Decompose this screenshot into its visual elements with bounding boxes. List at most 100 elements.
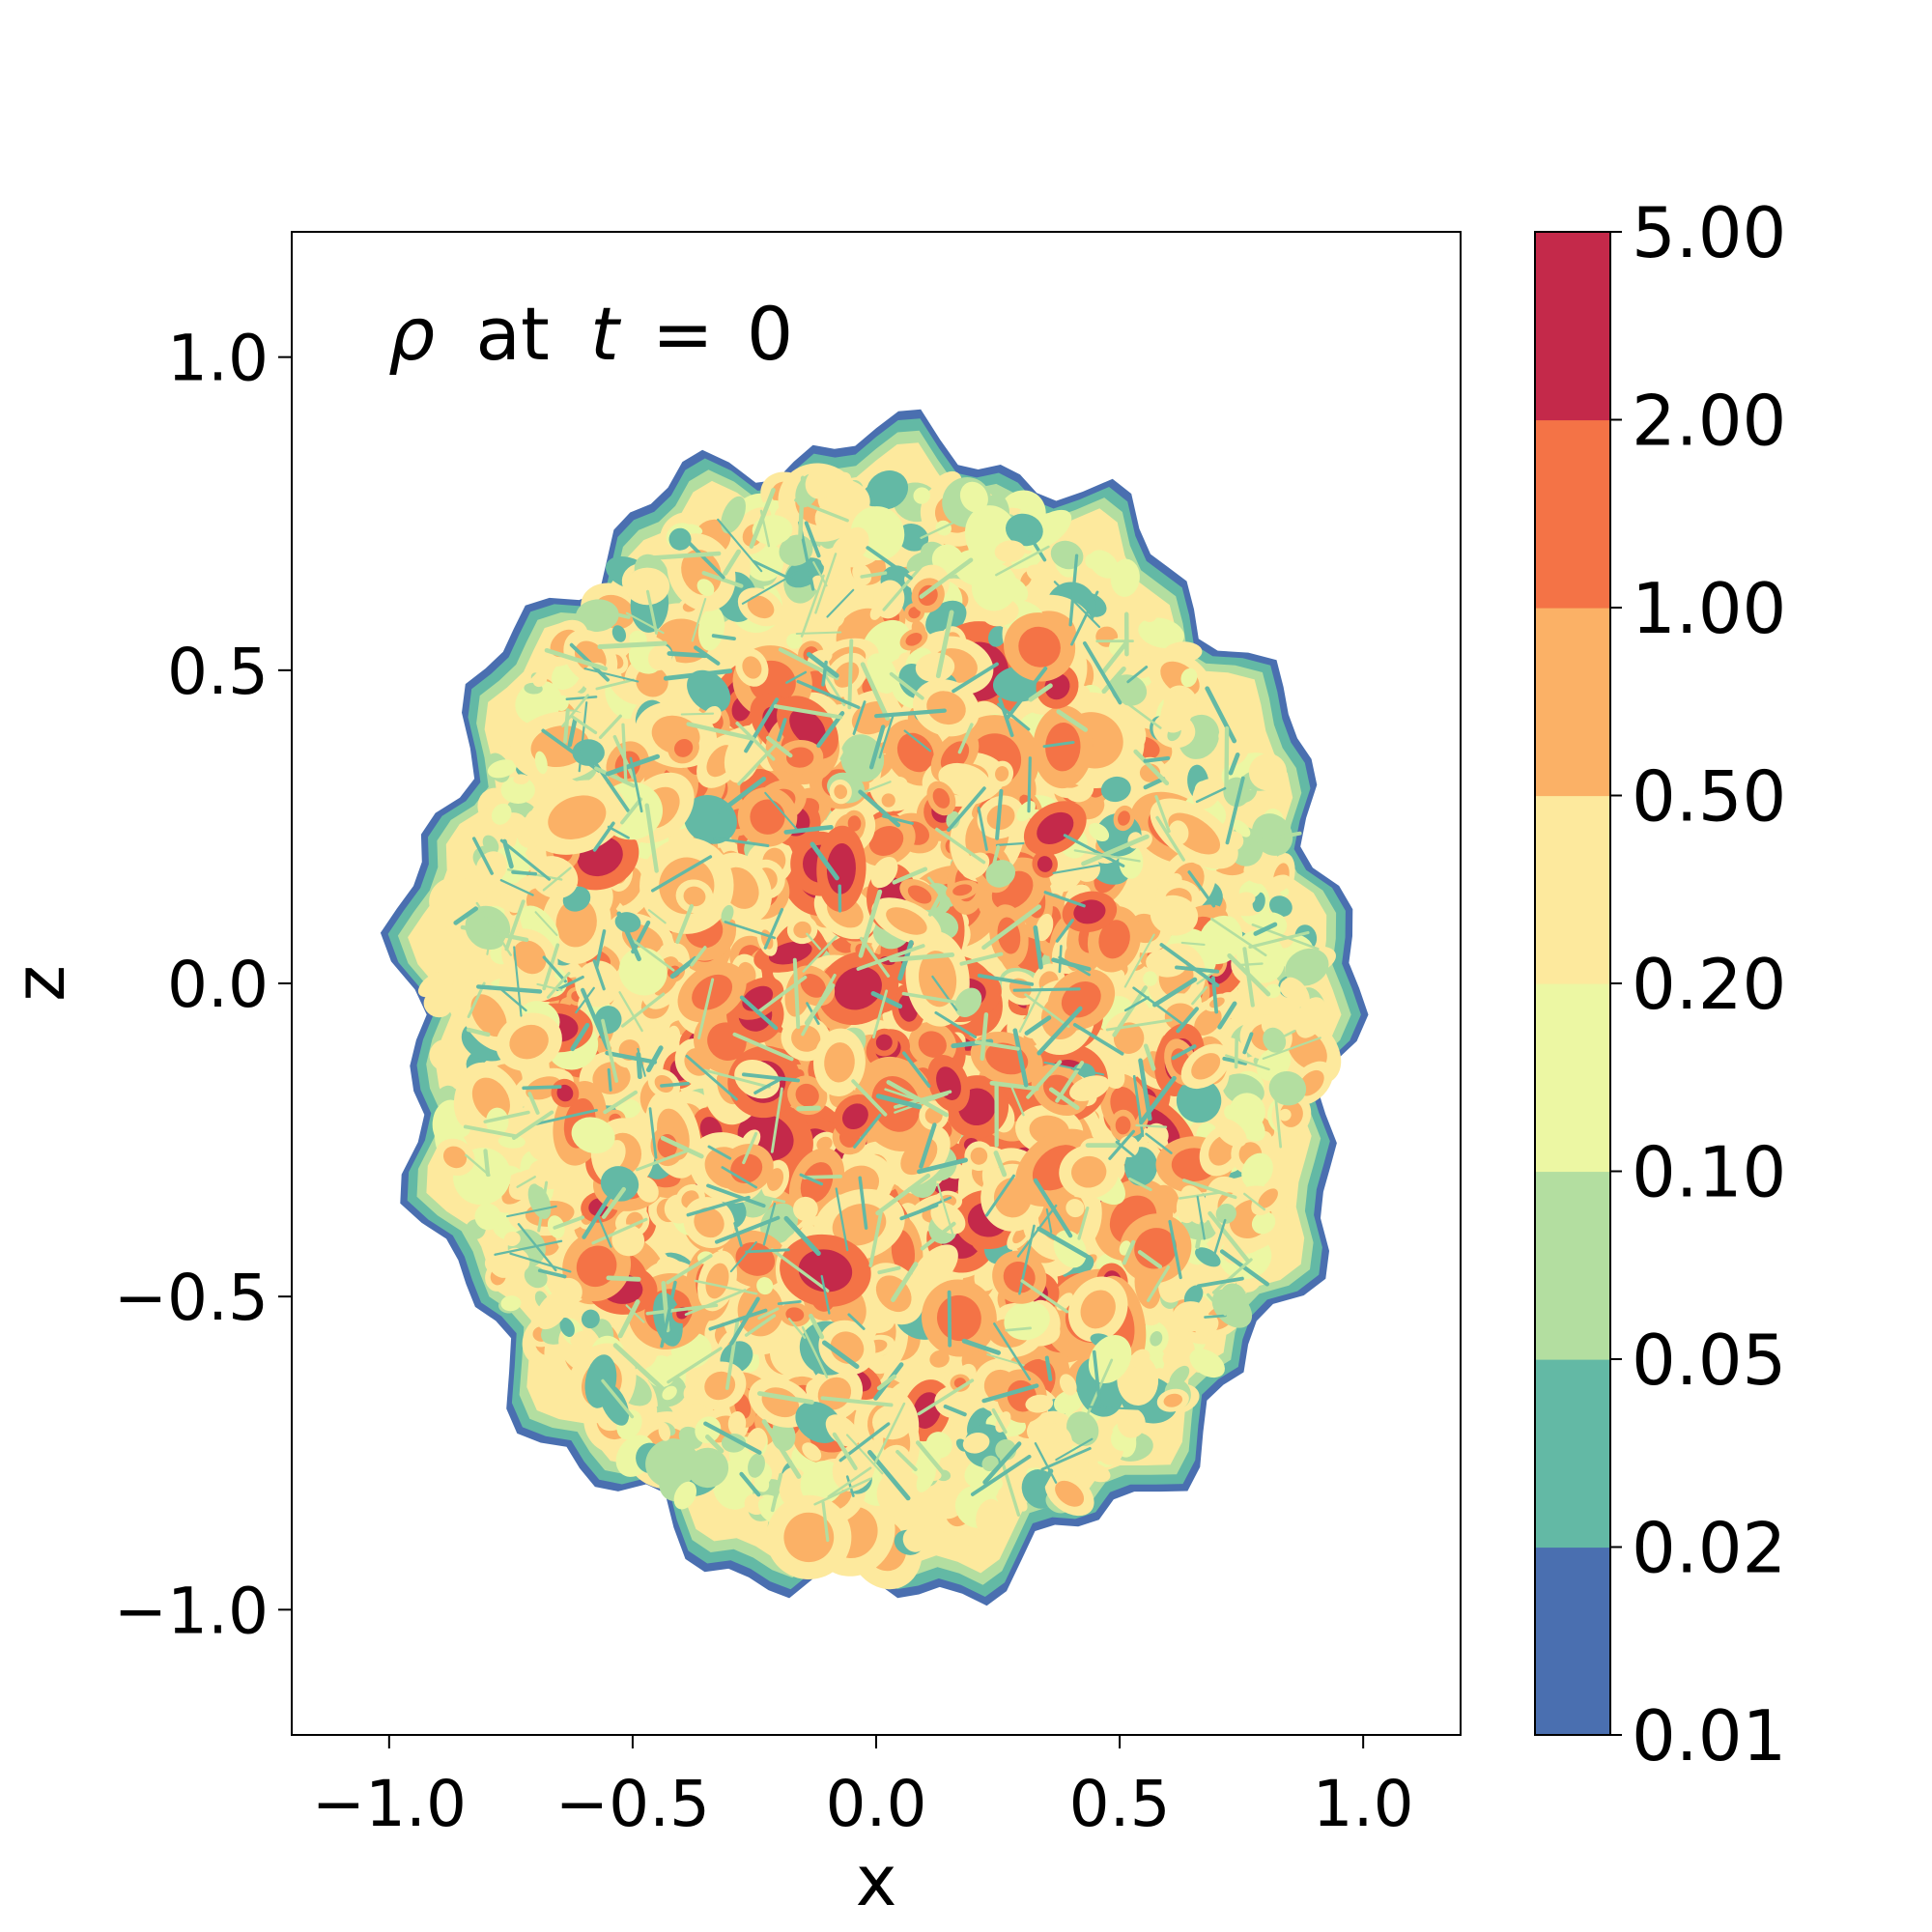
density-clump: [1191, 1053, 1221, 1080]
density-clump: [1252, 892, 1265, 913]
density-filament: [647, 909, 667, 924]
colorbar-band: [1535, 419, 1610, 609]
density-filament: [804, 521, 821, 558]
density-filament: [690, 946, 707, 967]
density-clump: [559, 1317, 575, 1338]
density-filament: [820, 1274, 831, 1315]
density-filament: [991, 1407, 1008, 1435]
density-clump: [786, 633, 803, 649]
density-filament: [800, 574, 825, 638]
density-filament: [1270, 1029, 1296, 1043]
density-filament: [686, 722, 755, 741]
density-filament: [1124, 700, 1162, 729]
density-filament: [891, 1262, 919, 1302]
density-filament: [1143, 755, 1171, 763]
density-filament: [802, 935, 838, 973]
density-clump: [1082, 1463, 1111, 1483]
density-filament: [1206, 1293, 1227, 1317]
density-filament: [697, 978, 715, 1039]
density-filament: [667, 1347, 723, 1384]
density-clump: [592, 1062, 631, 1094]
density-filament: [1005, 667, 1048, 721]
density-clump: [618, 947, 668, 996]
density-filament: [1273, 1092, 1283, 1149]
density-filament: [581, 987, 610, 1050]
density-clump: [442, 1146, 468, 1169]
density-clump: [1268, 1070, 1307, 1106]
density-filament: [1227, 952, 1271, 997]
density-filament: [1242, 1032, 1254, 1055]
density-clump: [528, 1137, 554, 1162]
density-filament: [694, 645, 721, 666]
density-clump: [423, 991, 453, 1018]
density-filament: [741, 571, 799, 605]
density-filament: [1175, 965, 1220, 974]
density-filament: [1143, 777, 1166, 790]
density-clump: [913, 487, 930, 504]
density-clump: [834, 784, 848, 800]
density-filament: [494, 1239, 563, 1256]
density-filament: [1243, 1192, 1266, 1211]
density-filament: [533, 1108, 598, 1126]
density-filament: [982, 1441, 1022, 1485]
density-filament: [987, 844, 1001, 884]
density-filament: [483, 1110, 530, 1123]
density-clump: [759, 1203, 799, 1244]
density-filament: [511, 870, 538, 876]
density-filament: [569, 714, 598, 735]
density-filament: [1208, 1210, 1251, 1264]
density-filament: [957, 723, 974, 754]
density-clump: [886, 907, 927, 935]
density-filament: [1219, 1249, 1270, 1287]
density-filament: [1234, 1034, 1239, 1069]
density-filament: [1180, 941, 1206, 946]
density-clump: [721, 1434, 747, 1453]
density-filament: [565, 696, 598, 701]
density-clump: [554, 1189, 567, 1202]
density-filament: [839, 736, 855, 761]
density-filament: [764, 791, 799, 832]
density-clump: [1055, 1480, 1085, 1507]
density-filament: [1018, 985, 1044, 1033]
density-clump: [696, 579, 715, 597]
density-filament: [1212, 1218, 1227, 1257]
density-clump: [1110, 558, 1140, 597]
density-filament: [943, 1404, 967, 1417]
density-clump: [971, 563, 1018, 611]
density-filament: [739, 1471, 761, 1497]
density-filament: [607, 825, 630, 839]
density-filament: [596, 1213, 612, 1248]
density-clump: [1135, 593, 1158, 622]
density-clump: [1113, 1022, 1145, 1054]
density-clump: [1163, 1393, 1183, 1407]
density-filament: [504, 899, 526, 952]
density-clump: [1025, 1394, 1054, 1413]
density-filament: [1168, 1219, 1182, 1280]
density-clump: [962, 1433, 990, 1454]
density-clump: [721, 904, 734, 923]
density-filament: [860, 662, 891, 722]
density-filament: [685, 1054, 738, 1101]
density-filament: [1187, 870, 1216, 908]
density-filament: [715, 1215, 781, 1244]
density-clump: [1006, 513, 1043, 547]
density-filament: [591, 1217, 648, 1245]
density-filament: [723, 549, 742, 576]
density-filament: [757, 1307, 780, 1321]
density-filament: [847, 639, 854, 710]
density-clump: [1194, 1008, 1222, 1036]
density-filament: [845, 1434, 884, 1475]
density-clump: [1251, 813, 1293, 856]
density-filament: [553, 1215, 584, 1230]
density-filament: [1044, 1355, 1053, 1381]
colorbar-band: [1535, 232, 1610, 421]
density-filament: [711, 634, 736, 640]
density-filament: [1028, 534, 1047, 562]
density-filament: [970, 1454, 1032, 1496]
density-clump: [925, 1432, 952, 1459]
density-clump: [674, 738, 694, 757]
density-filament: [770, 1248, 830, 1293]
density-clump: [826, 843, 856, 895]
density-filament: [598, 714, 622, 740]
density-filament: [684, 1289, 747, 1317]
